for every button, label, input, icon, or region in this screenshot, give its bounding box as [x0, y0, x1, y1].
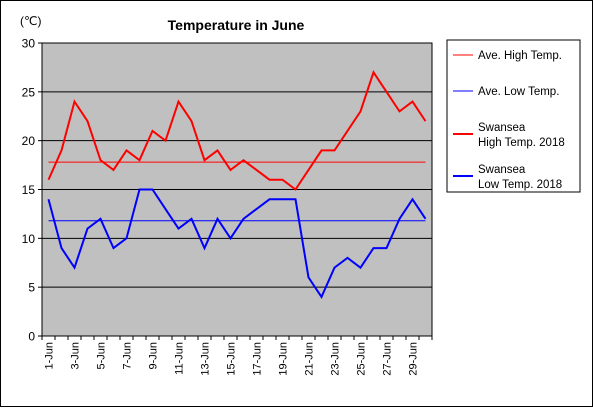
x-tick-label: 29-Jun — [408, 342, 420, 376]
x-tick-label: 17-Jun — [252, 342, 264, 376]
x-axis-ticks: 1-Jun 3-Jun 5-Jun 7-Jun 9-Jun 11-Jun 13-Jun 15-… — [41, 336, 433, 376]
legend-label-1: Ave. Low Temp. — [478, 86, 559, 98]
x-tick-label: 13-Jun — [200, 342, 212, 376]
y-tick-label: 30 — [22, 37, 36, 51]
x-tick-label: 15-Jun — [226, 342, 238, 376]
x-tick-label: 25-Jun — [356, 342, 368, 376]
series-lines — [47, 70, 427, 299]
legend-label-0: Ave. High Temp. — [478, 50, 562, 62]
x-tick-label: 23-Jun — [330, 342, 342, 376]
x-tick-label: 7-Jun — [122, 342, 134, 370]
x-tick-label: 27-Jun — [382, 342, 394, 376]
y-tick-label: 15 — [22, 183, 36, 197]
x-tick-label: 5-Jun — [96, 342, 108, 370]
legend-box — [446, 39, 581, 193]
chart-title: Temperature in June — [168, 17, 305, 33]
x-tick-label: 1-Jun — [44, 342, 56, 370]
y-tick-label: 20 — [22, 134, 36, 148]
legend-label-2: Swansea High Temp. 2018 — [478, 122, 565, 149]
unit-label: (℃) — [20, 14, 41, 28]
x-tick-label: 21-Jun — [304, 342, 316, 376]
y-axis-ticks: 0 5 10 15 20 25 30 — [22, 37, 42, 344]
legend: Ave. High Temp. Ave. Low Temp. Swansea High… — [453, 50, 565, 191]
legend-label-3: Swansea Low Temp. 2018 — [478, 164, 562, 191]
x-tick-label: 3-Jun — [70, 342, 82, 370]
series-line-2 — [47, 70, 427, 191]
x-tick-label: 19-Jun — [278, 342, 290, 376]
y-tick-label: 25 — [22, 85, 36, 99]
y-tick-label: 5 — [28, 281, 35, 295]
series-line-3 — [47, 188, 427, 299]
y-tick-label: 10 — [22, 232, 36, 246]
y-tick-label: 0 — [28, 330, 35, 344]
x-tick-label: 11-Jun — [174, 342, 186, 375]
x-tick-label: 9-Jun — [148, 342, 160, 370]
